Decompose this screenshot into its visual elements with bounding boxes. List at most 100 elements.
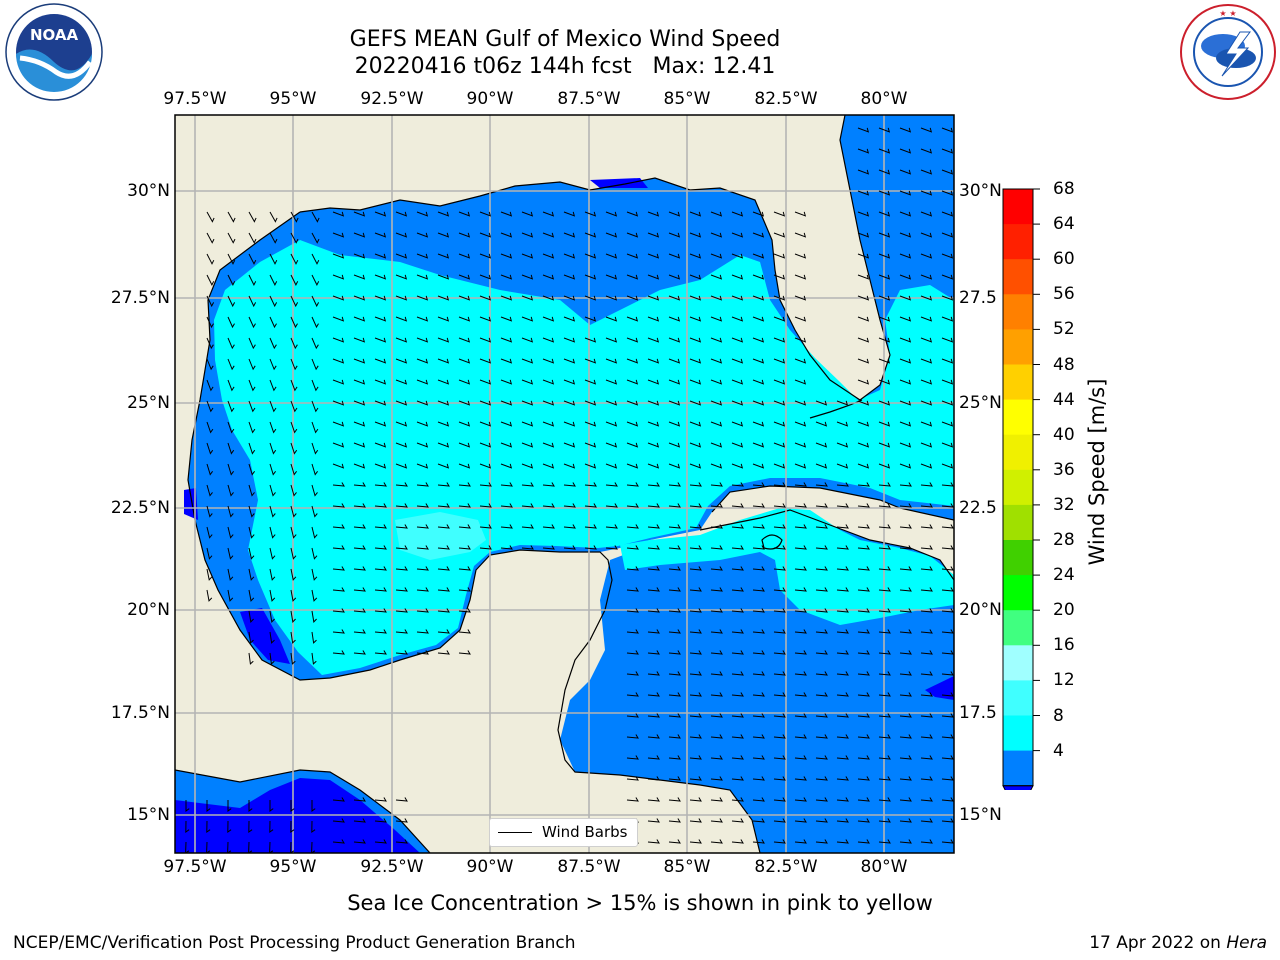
wind-barb [815,421,828,427]
wind-barb [878,755,891,760]
wind-barb [668,713,681,718]
wind-barb [227,547,234,560]
wind-barb [647,671,660,676]
wind-barb [710,671,723,676]
wind-barb [668,629,681,634]
wind-barb [941,463,954,469]
wind-barb [269,526,276,539]
wind-barb [269,295,278,308]
wind-barb [458,421,471,427]
wind-barb [584,211,597,217]
wind-barb [689,818,702,823]
wind-barb [773,524,786,529]
wind-barb [836,421,849,427]
wind-barb [584,379,597,385]
gulf-calm-patch-north [590,178,648,188]
wind-barb [206,253,215,265]
wind-barb [647,295,660,301]
wind-barb [668,442,681,448]
wind-barb [878,274,891,280]
wind-barb [563,316,576,322]
wind-barb [458,650,471,655]
wind-barb [437,629,450,634]
wind-barb [920,232,933,238]
wind-barb [626,545,639,550]
wind-barb [857,400,870,406]
wind-barb [563,545,576,550]
wind-barb [794,776,807,781]
wind-barb [521,253,534,259]
lon-label-bottom: 90°W [466,857,514,877]
wind-barb [626,316,639,322]
wind-barb [668,358,681,364]
wind-barb [794,524,807,529]
wind-barb [353,587,366,592]
wind-barb [395,650,408,655]
wind-barb [332,587,345,592]
wind-barb [248,610,254,623]
wind-barb [311,253,320,265]
wind-barb [332,211,345,217]
wind-barb [794,400,807,406]
wind-barb [647,608,660,613]
wind-barb [836,629,849,634]
wind-barb [311,589,318,602]
wind-barb [416,379,429,385]
wind-barb [668,295,681,301]
wind-barb [353,839,366,844]
wind-barb [920,503,933,508]
wind-barb [479,482,492,487]
wind-barb [311,631,317,644]
wind-barb [878,253,891,259]
wind-barb [311,442,319,455]
nws-logo: ★ ★ [1180,4,1276,100]
wind-barb [332,608,345,613]
wind-barb [731,839,744,844]
wind-barb [815,650,828,655]
wind-barb [731,566,744,571]
wind-barb [815,545,828,550]
wind-barb [857,755,870,760]
wind-barb [689,734,702,739]
wind-barb [878,818,891,823]
wind-barb [395,608,408,613]
wind-barb [395,629,408,634]
wind-barb [941,713,954,718]
wind-barb [836,566,849,571]
wind-barb [857,650,870,655]
wind-barb [542,274,555,280]
wind-barb [395,274,408,280]
wind-barb [689,692,702,697]
wind-barb [815,692,828,697]
wind-barb [878,295,891,301]
wind-barb [710,608,723,613]
wind-barb [500,253,513,259]
wind-barb [689,608,702,613]
wind-barb [731,734,744,739]
wind-barb [731,608,744,613]
wind-barb [206,400,214,413]
wind-barb [563,253,576,259]
wind-barb [353,316,366,322]
wind-barb [437,463,450,469]
wind-barb [290,652,296,665]
wind-barb [836,713,849,718]
colorbar-segment [1003,715,1033,752]
wind-barb [626,608,639,613]
wind-barb [227,589,234,602]
wind-barb [227,568,234,581]
wind-barb [899,818,912,823]
wind-barb [626,274,639,280]
wind-barb [794,650,807,655]
wind-barb [479,379,492,385]
wind-barb [920,776,933,781]
lon-label-top: 85°W [663,89,711,109]
wind-barb [899,692,912,697]
wind-barb [248,463,255,476]
wind-barb [395,839,408,844]
wind-barb [353,524,366,529]
wind-barb [248,295,257,308]
wind-barb [836,608,849,613]
wind-barb [416,400,429,406]
wind-barb [710,358,723,364]
